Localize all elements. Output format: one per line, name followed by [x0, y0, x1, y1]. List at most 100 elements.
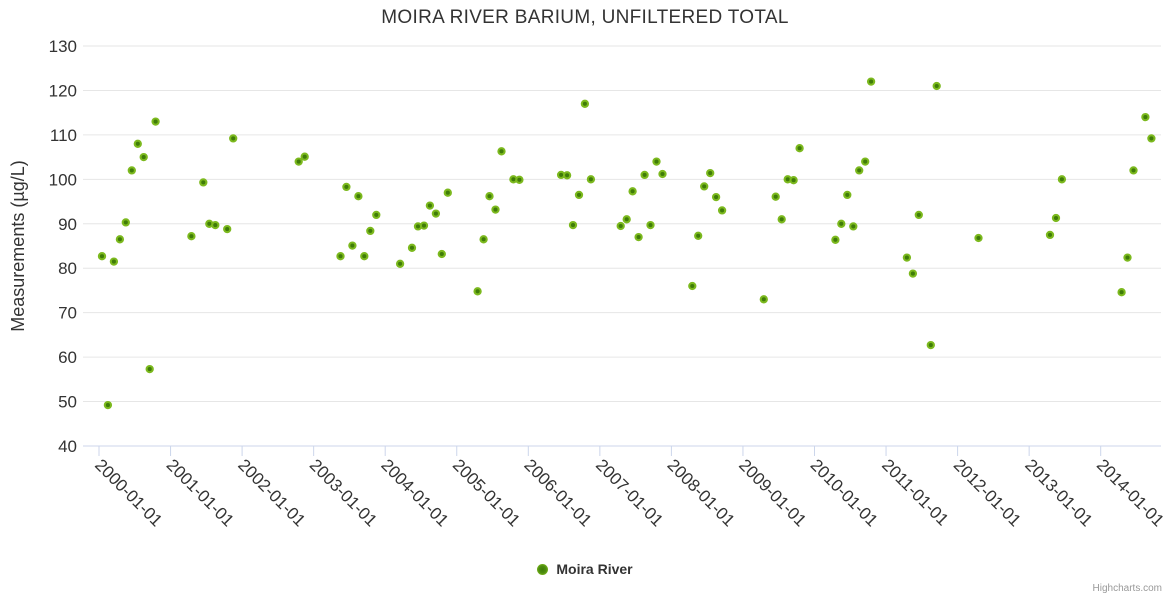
- data-point[interactable]: [497, 147, 506, 156]
- data-point[interactable]: [199, 178, 208, 187]
- x-axis-tick-label: 2000-01-01: [91, 455, 166, 530]
- data-point[interactable]: [437, 249, 446, 259]
- data-point[interactable]: [568, 220, 578, 230]
- data-point[interactable]: [700, 182, 709, 191]
- data-point[interactable]: [926, 340, 935, 350]
- data-point[interactable]: [1051, 213, 1061, 223]
- data-point[interactable]: [694, 231, 703, 240]
- credits-link[interactable]: Highcharts.com: [1092, 583, 1162, 594]
- data-point[interactable]: [115, 235, 125, 244]
- data-point[interactable]: [759, 295, 768, 304]
- data-point[interactable]: [974, 233, 983, 243]
- data-point[interactable]: [145, 364, 154, 374]
- data-point[interactable]: [139, 152, 148, 162]
- data-point[interactable]: [300, 152, 309, 161]
- data-point[interactable]: [628, 187, 637, 196]
- data-point[interactable]: [336, 252, 345, 261]
- data-point[interactable]: [425, 201, 435, 210]
- y-axis-tick-label: 60: [58, 348, 77, 367]
- axis-layer: 40 50 60 70 80 90 100 110 120 130 2000-01-012001-0…: [49, 37, 1168, 530]
- data-point[interactable]: [622, 215, 631, 224]
- data-point[interactable]: [1123, 253, 1132, 262]
- data-point[interactable]: [1117, 288, 1126, 297]
- data-point[interactable]: [777, 215, 786, 224]
- data-point[interactable]: [658, 169, 667, 179]
- data-point[interactable]: [580, 99, 590, 108]
- data-point[interactable]: [491, 205, 500, 214]
- data-point[interactable]: [1147, 134, 1156, 143]
- data-point[interactable]: [914, 210, 923, 220]
- data-point[interactable]: [646, 220, 655, 230]
- y-axis-tick-label: 70: [58, 304, 77, 323]
- data-point[interactable]: [229, 134, 238, 143]
- data-point[interactable]: [407, 243, 417, 252]
- data-point[interactable]: [902, 253, 912, 262]
- data-point[interactable]: [688, 281, 697, 291]
- data-point[interactable]: [711, 192, 721, 202]
- data-point[interactable]: [360, 252, 369, 261]
- data-point[interactable]: [151, 117, 160, 126]
- x-axis-tick-label: 2010-01-01: [807, 455, 882, 530]
- data-point[interactable]: [354, 192, 363, 201]
- x-axis-tick-label: 2009-01-01: [735, 455, 810, 530]
- data-point[interactable]: [97, 252, 107, 261]
- data-point[interactable]: [348, 241, 357, 250]
- data-point[interactable]: [187, 232, 196, 241]
- data-point[interactable]: [866, 77, 876, 86]
- data-point[interactable]: [908, 269, 918, 278]
- series-marker-icon: [537, 563, 549, 575]
- data-point[interactable]: [479, 235, 488, 244]
- data-point[interactable]: [515, 175, 524, 184]
- data-point[interactable]: [431, 209, 441, 218]
- data-point[interactable]: [1057, 175, 1067, 184]
- data-point[interactable]: [855, 166, 864, 175]
- x-axis-tick-label: 2001-01-01: [163, 455, 238, 530]
- data-point[interactable]: [717, 206, 727, 215]
- data-point[interactable]: [133, 139, 142, 148]
- data-point[interactable]: [223, 224, 232, 234]
- data-point[interactable]: [616, 221, 625, 231]
- points-layer: [97, 77, 1156, 410]
- data-point[interactable]: [789, 176, 798, 185]
- data-point[interactable]: [849, 222, 858, 231]
- data-point[interactable]: [771, 192, 780, 201]
- data-point[interactable]: [706, 168, 715, 178]
- data-point[interactable]: [837, 219, 846, 228]
- data-point[interactable]: [109, 257, 119, 266]
- legend-item-moira-river[interactable]: Moira River: [537, 561, 633, 577]
- data-point[interactable]: [419, 221, 429, 230]
- data-point[interactable]: [831, 235, 840, 244]
- data-point[interactable]: [640, 170, 649, 180]
- data-point[interactable]: [443, 188, 452, 197]
- grid-layer: [83, 45, 1161, 447]
- data-point[interactable]: [473, 287, 482, 296]
- data-point[interactable]: [127, 166, 136, 175]
- data-point[interactable]: [211, 220, 220, 230]
- data-point[interactable]: [932, 81, 941, 91]
- data-point[interactable]: [372, 210, 381, 220]
- y-axis-tick-label: 100: [49, 170, 77, 189]
- data-point[interactable]: [795, 144, 804, 153]
- data-point[interactable]: [395, 259, 405, 268]
- data-point[interactable]: [121, 218, 130, 227]
- data-point[interactable]: [1129, 166, 1138, 175]
- data-point[interactable]: [485, 192, 494, 201]
- data-point[interactable]: [574, 190, 584, 200]
- data-point[interactable]: [366, 226, 375, 236]
- data-point[interactable]: [342, 182, 351, 192]
- data-point[interactable]: [652, 157, 661, 166]
- x-axis-tick-label: 2011-01-01: [878, 455, 952, 529]
- data-point[interactable]: [634, 232, 643, 242]
- data-point[interactable]: [586, 175, 596, 184]
- x-axis-tick-label: 2003-01-01: [306, 455, 381, 530]
- data-point[interactable]: [1141, 112, 1150, 122]
- data-point[interactable]: [103, 400, 113, 410]
- data-point[interactable]: [562, 171, 572, 180]
- data-point[interactable]: [843, 190, 852, 200]
- data-point[interactable]: [1045, 230, 1055, 240]
- x-axis-tick-label: 2004-01-01: [377, 455, 452, 530]
- data-point[interactable]: [861, 157, 870, 166]
- y-axis-tick-label: 40: [58, 437, 77, 456]
- data-point[interactable]: [294, 157, 303, 166]
